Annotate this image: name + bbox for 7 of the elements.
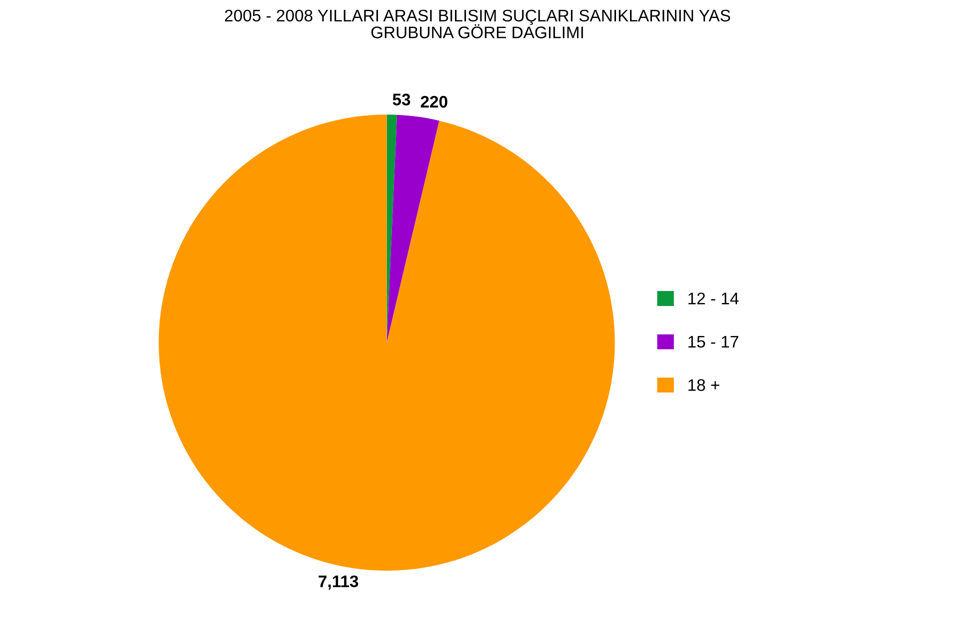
- legend-label: 15 - 17: [688, 336, 738, 348]
- chart-title: 2005 - 2008 YILLARI ARASI BILISIM SUÇLARI SANIKLARININ YAS GRUBUNA GÖRE DAGILIMI: [224, 10, 730, 38]
- data-label: 53: [392, 94, 410, 106]
- legend-label: 12 - 14: [688, 292, 739, 304]
- data-label: 7,113: [318, 575, 358, 590]
- data-label: 220: [420, 96, 448, 108]
- legend-label: 18 +: [688, 379, 720, 391]
